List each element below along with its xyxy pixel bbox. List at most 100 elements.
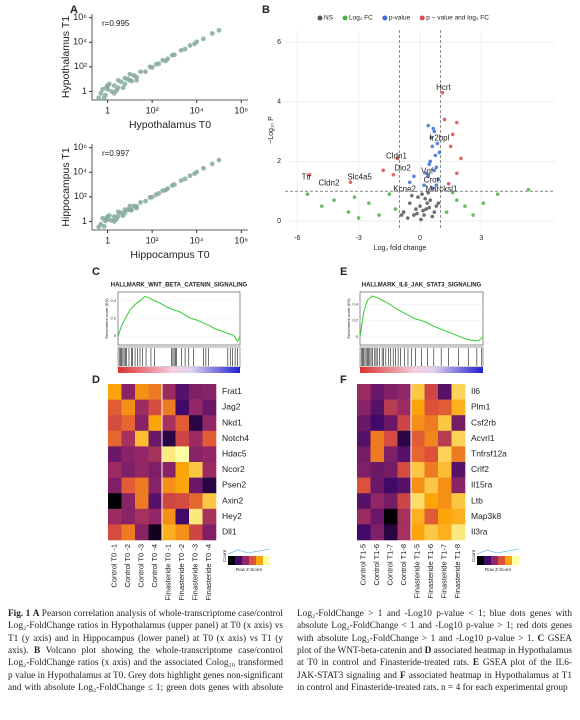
volcano-point bbox=[420, 192, 424, 196]
key-swatch bbox=[512, 556, 520, 565]
panel-label: A bbox=[70, 4, 78, 16]
column-label: Finasteride T1-5 bbox=[413, 544, 422, 598]
heatmap-cell bbox=[162, 399, 176, 416]
legend-label: NS bbox=[324, 15, 334, 22]
volcano-point bbox=[432, 168, 437, 173]
heatmap-cell bbox=[189, 446, 203, 463]
key-swatch bbox=[491, 556, 499, 565]
data-point bbox=[115, 77, 121, 83]
column-label: Finasteride T0 -3 bbox=[191, 544, 200, 601]
data-point bbox=[187, 173, 193, 179]
column-label: Control T0 -4 bbox=[150, 544, 159, 588]
volcano-point bbox=[405, 216, 410, 220]
heatmap-cell bbox=[148, 384, 163, 400]
data-point bbox=[156, 61, 162, 67]
column-label: Control T1-6 bbox=[372, 544, 381, 586]
heatmap-cell bbox=[189, 493, 203, 510]
key-y-label: Count bbox=[222, 549, 227, 562]
heatmap-cell bbox=[135, 477, 149, 494]
heatmap-cell bbox=[357, 462, 371, 478]
heatmap-cell bbox=[411, 399, 425, 416]
data-point bbox=[201, 165, 206, 171]
row-label: Notch4 bbox=[222, 433, 249, 443]
heatmap-cell bbox=[424, 384, 439, 400]
volcano-point bbox=[434, 165, 439, 170]
legend-swatch bbox=[317, 15, 323, 21]
heatmap-cell bbox=[438, 477, 452, 494]
volcano-point bbox=[434, 183, 439, 188]
volcano-point bbox=[442, 117, 447, 122]
heatmap-cell bbox=[108, 477, 122, 494]
data-point bbox=[172, 52, 177, 58]
row-label: Frat1 bbox=[222, 386, 242, 396]
data-point bbox=[101, 95, 107, 101]
heatmap-cell bbox=[438, 430, 452, 447]
heatmap-cell bbox=[189, 399, 203, 416]
volcano-point bbox=[412, 213, 416, 217]
data-point bbox=[216, 27, 222, 33]
gene-annotation: Ttr bbox=[302, 172, 312, 181]
x-axis-label: Log₂ fold change bbox=[374, 245, 427, 252]
heatmap-cell bbox=[148, 524, 163, 541]
heatmap-cell bbox=[451, 493, 466, 510]
gene-annotation: Hcrt bbox=[436, 83, 451, 92]
heatmap-cell bbox=[202, 430, 217, 447]
heatmap-cell bbox=[357, 524, 371, 541]
heatmap-cell bbox=[370, 446, 385, 463]
heatmap-cell bbox=[384, 508, 398, 525]
key-swatch bbox=[484, 556, 492, 565]
heatmap-cell bbox=[202, 508, 217, 525]
key-swatch bbox=[242, 556, 250, 565]
column-label: Finasteride T1-6 bbox=[426, 544, 435, 598]
heatmap-cell bbox=[189, 477, 203, 494]
caption-text: Volcano plot showing the whole-transcrip… bbox=[8, 609, 572, 694]
row-label: Dll1 bbox=[222, 526, 237, 536]
key-y-label: Count bbox=[471, 549, 476, 562]
caption-label: A bbox=[32, 609, 40, 619]
volcano-point bbox=[450, 132, 455, 137]
heatmap-cell bbox=[451, 462, 466, 478]
heatmap-cell bbox=[189, 508, 203, 525]
heatmap-cell bbox=[189, 462, 203, 478]
y-tick-label: 4 bbox=[277, 98, 281, 105]
data-point bbox=[106, 81, 112, 87]
heatmap-cell bbox=[189, 524, 203, 541]
heatmap-cell bbox=[148, 477, 163, 494]
caption-label: E bbox=[472, 658, 480, 669]
heatmap-cell bbox=[148, 493, 163, 510]
gene-annotation: Kcne2 bbox=[393, 184, 416, 193]
heatmap-cell bbox=[424, 477, 439, 494]
volcano-point bbox=[421, 208, 425, 213]
heatmap-cell bbox=[411, 384, 425, 400]
row-label: Il3ra bbox=[471, 526, 488, 536]
row-label: Hey2 bbox=[222, 511, 242, 521]
row-label: Plm1 bbox=[471, 402, 491, 412]
correlation-annotation: r=0.995 bbox=[102, 19, 130, 28]
volcano-point bbox=[428, 198, 433, 202]
volcano-point bbox=[430, 214, 435, 219]
data-point bbox=[96, 224, 102, 230]
heatmap-cell bbox=[397, 399, 412, 416]
volcano-point bbox=[427, 162, 432, 167]
row-label: Hdac5 bbox=[222, 448, 247, 458]
data-point bbox=[194, 39, 200, 45]
row-label: Nkd1 bbox=[222, 417, 242, 427]
gsea-title: HALLMARK_IL6_JAK_STAT3_SIGNALING bbox=[362, 283, 482, 289]
data-point bbox=[98, 90, 104, 96]
heatmap-cell bbox=[370, 430, 385, 447]
heatmap-cell bbox=[438, 415, 452, 432]
heatmap-cell bbox=[411, 415, 425, 432]
column-label: Finasteride T1-7 bbox=[440, 544, 449, 598]
caption-text: GSEA plot of the IL6-JAK-STAT3 signaling… bbox=[297, 658, 572, 681]
volcano-point bbox=[430, 144, 435, 149]
volcano-point bbox=[428, 159, 433, 164]
data-point bbox=[104, 215, 109, 221]
y-tick-label: 10² bbox=[74, 191, 87, 201]
gene-annotation: Cldn1 bbox=[386, 151, 407, 160]
heatmap-cell bbox=[438, 462, 452, 478]
volcano-point bbox=[526, 187, 531, 192]
heatmap-cell bbox=[424, 493, 439, 510]
heatmap-cell bbox=[370, 415, 385, 432]
volcano-point bbox=[435, 141, 440, 146]
